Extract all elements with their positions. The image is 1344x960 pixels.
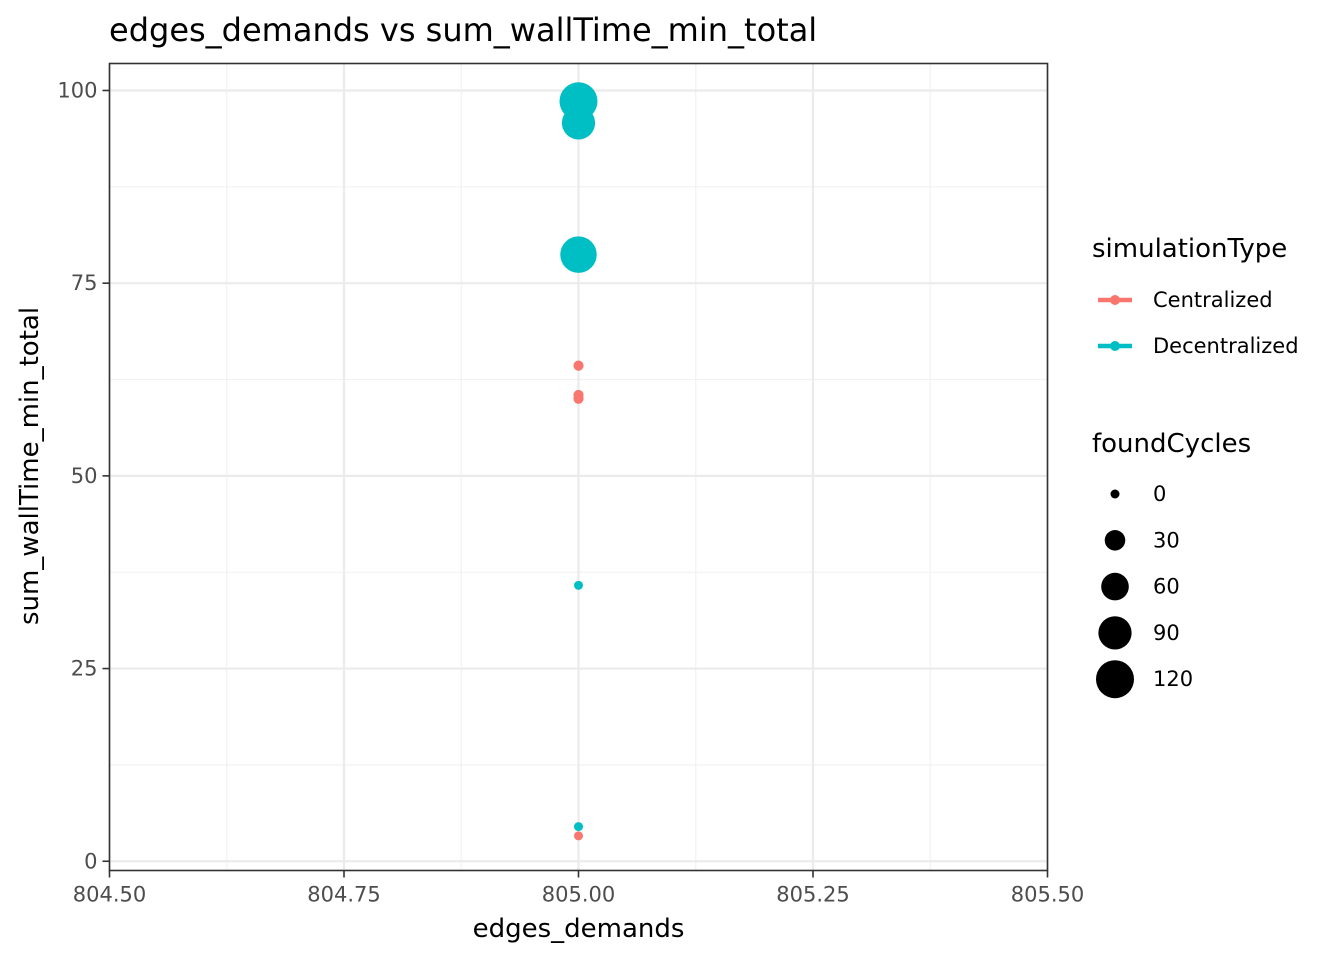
chart-title: edges_demands vs sum_wallTime_min_total <box>109 11 817 49</box>
size-legend-title: foundCycles <box>1092 429 1251 459</box>
x-tick-label: 804.75 <box>307 883 380 907</box>
size-legend-key <box>1104 530 1126 551</box>
size-legend-key <box>1096 660 1134 699</box>
y-tick-label: 50 <box>71 464 98 488</box>
size-legend-label: 120 <box>1153 667 1193 691</box>
x-tick-label: 804.50 <box>73 883 146 907</box>
x-tick-label: 805.25 <box>776 883 849 907</box>
size-legend-label: 30 <box>1153 528 1180 552</box>
data-point-centralized <box>574 831 583 841</box>
size-legend-key <box>1098 616 1132 650</box>
size-legend-label: 60 <box>1153 575 1180 599</box>
data-point-decentralized <box>561 106 596 140</box>
data-point-decentralized <box>574 580 583 590</box>
data-points <box>559 82 598 841</box>
y-tick-label: 25 <box>71 657 98 681</box>
y-tick-label: 75 <box>71 271 98 295</box>
legend-label-centralized: Centralized <box>1153 288 1273 312</box>
data-point-decentralized <box>574 822 583 832</box>
x-axis-title: edges_demands <box>473 914 685 944</box>
y-tick-label: 0 <box>84 849 97 873</box>
x-tick-label: 805.50 <box>1011 883 1084 907</box>
size-legend-key <box>1110 489 1120 499</box>
legend-label-decentralized: Decentralized <box>1153 334 1299 358</box>
x-tick-label: 805.00 <box>542 883 615 907</box>
size-legend-key <box>1101 572 1129 601</box>
color-legend-title: simulationType <box>1092 234 1287 264</box>
size-legend-label: 0 <box>1153 482 1166 506</box>
legend-key-point <box>1110 341 1120 351</box>
y-axis-title: sum_wallTime_min_total <box>15 307 45 625</box>
data-point-decentralized <box>560 236 597 273</box>
legend-key-point <box>1110 295 1120 305</box>
grid-lines <box>108 63 1049 871</box>
data-point-centralized <box>573 360 584 371</box>
data-point-centralized <box>573 393 584 404</box>
y-tick-label: 100 <box>57 78 97 102</box>
size-legend-label: 90 <box>1153 621 1180 645</box>
legend: simulationType foundCycles Centralized De… <box>1092 234 1299 699</box>
axes: 804.50 804.75 805.00 805.25 805.50 0 25 50 75 100 <box>57 78 1084 906</box>
